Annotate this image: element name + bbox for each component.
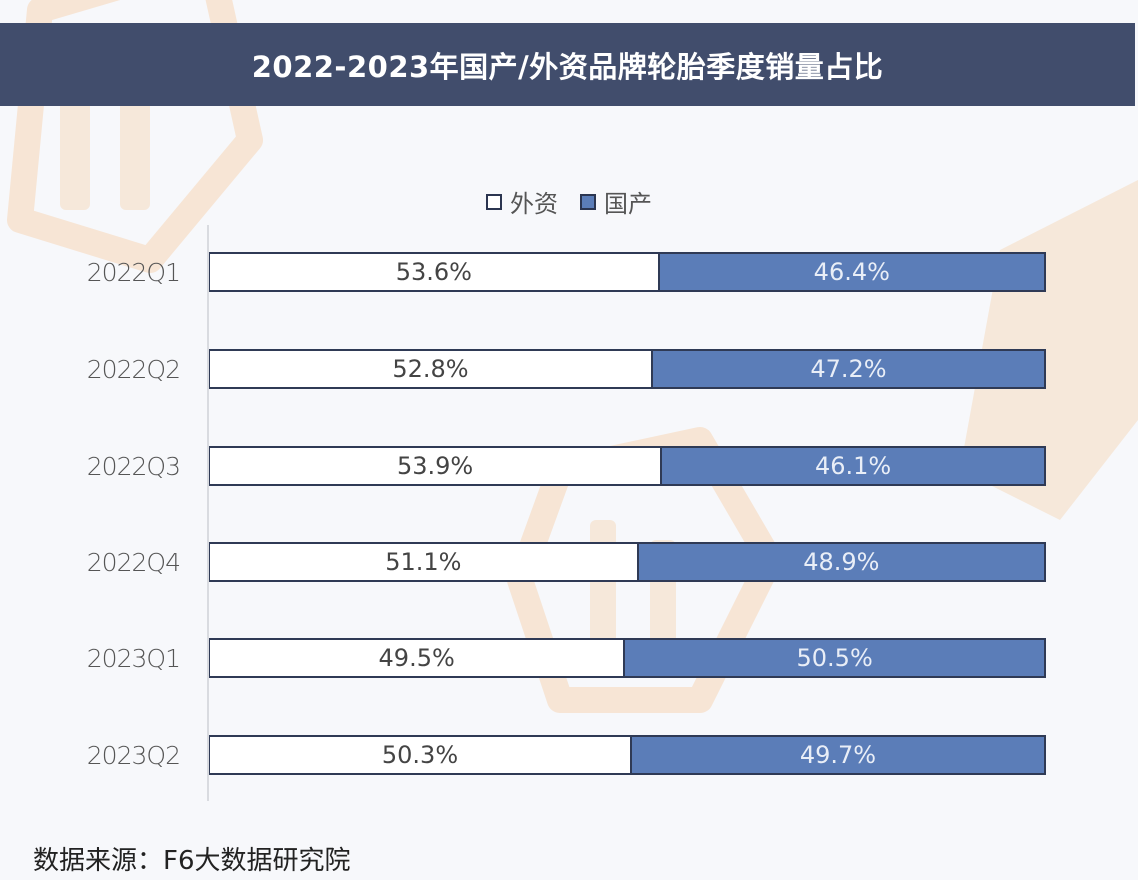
legend-item-foreign: 外资	[486, 184, 558, 219]
stacked-bar: 53.6% 46.4%	[209, 252, 1046, 292]
category-label: 2022Q4	[86, 547, 181, 577]
value-label: 47.2%	[810, 355, 887, 383]
bar-segment-domestic: 46.4%	[657, 252, 1046, 292]
value-label: 49.5%	[378, 644, 455, 672]
bar-segment-domestic: 47.2%	[650, 349, 1046, 389]
category-label: 2022Q3	[86, 451, 181, 481]
bar-row: 2022Q4 51.1% 48.9%	[0, 542, 1138, 582]
legend-label: 国产	[604, 190, 652, 218]
chart-title: 2022-2023年国产/外资品牌轮胎季度销量占比	[251, 49, 884, 84]
value-label: 48.9%	[803, 548, 880, 576]
legend-swatch-domestic-icon	[580, 193, 596, 210]
data-source-note: 数据来源：F6大数据研究院	[33, 846, 351, 876]
value-label: 46.1%	[814, 452, 892, 480]
value-label: 53.9%	[396, 452, 474, 480]
bar-segment-foreign: 53.9%	[209, 446, 661, 486]
value-label: 51.1%	[385, 548, 462, 576]
bar-segment-domestic: 50.5%	[623, 638, 1046, 678]
bar-row: 2022Q1 53.6% 46.4%	[0, 252, 1138, 292]
value-label: 53.6%	[395, 258, 472, 286]
legend: 外资 国产	[0, 184, 1138, 219]
stacked-bar: 50.3% 49.7%	[209, 735, 1046, 775]
stacked-bar: 52.8% 47.2%	[209, 349, 1046, 389]
legend-item-domestic: 国产	[580, 184, 652, 219]
bar-segment-foreign: 52.8%	[209, 349, 651, 389]
y-axis-line	[207, 225, 209, 801]
value-label: 50.3%	[381, 741, 459, 769]
value-label: 46.4%	[813, 258, 890, 286]
bar-segment-foreign: 49.5%	[209, 638, 624, 678]
category-label: 2023Q2	[86, 740, 181, 770]
stacked-bar: 53.9% 46.1%	[209, 446, 1046, 486]
legend-swatch-foreign-icon	[486, 193, 502, 210]
bar-segment-domestic: 49.7%	[630, 735, 1046, 775]
bar-row: 2022Q2 52.8% 47.2%	[0, 349, 1138, 389]
category-label: 2022Q2	[86, 354, 181, 384]
bar-row: 2023Q2 50.3% 49.7%	[0, 735, 1138, 775]
stacked-bar: 49.5% 50.5%	[209, 638, 1046, 678]
value-label: 52.8%	[392, 355, 469, 383]
bar-segment-domestic: 46.1%	[660, 446, 1046, 486]
value-label: 50.5%	[796, 644, 873, 672]
stacked-bar: 51.1% 48.9%	[209, 542, 1046, 582]
chart-title-bar: 2022-2023年国产/外资品牌轮胎季度销量占比	[0, 23, 1135, 106]
category-label: 2022Q1	[86, 257, 181, 287]
category-label: 2023Q1	[86, 643, 181, 673]
value-label: 49.7%	[799, 741, 877, 769]
bar-row: 2022Q3 53.9% 46.1%	[0, 446, 1138, 486]
bar-segment-foreign: 50.3%	[209, 735, 630, 775]
bar-segment-domestic: 48.9%	[636, 542, 1046, 582]
legend-label: 外资	[510, 190, 558, 218]
bar-segment-foreign: 53.6%	[209, 252, 658, 292]
bar-row: 2023Q1 49.5% 50.5%	[0, 638, 1138, 678]
bar-segment-foreign: 51.1%	[209, 542, 637, 582]
